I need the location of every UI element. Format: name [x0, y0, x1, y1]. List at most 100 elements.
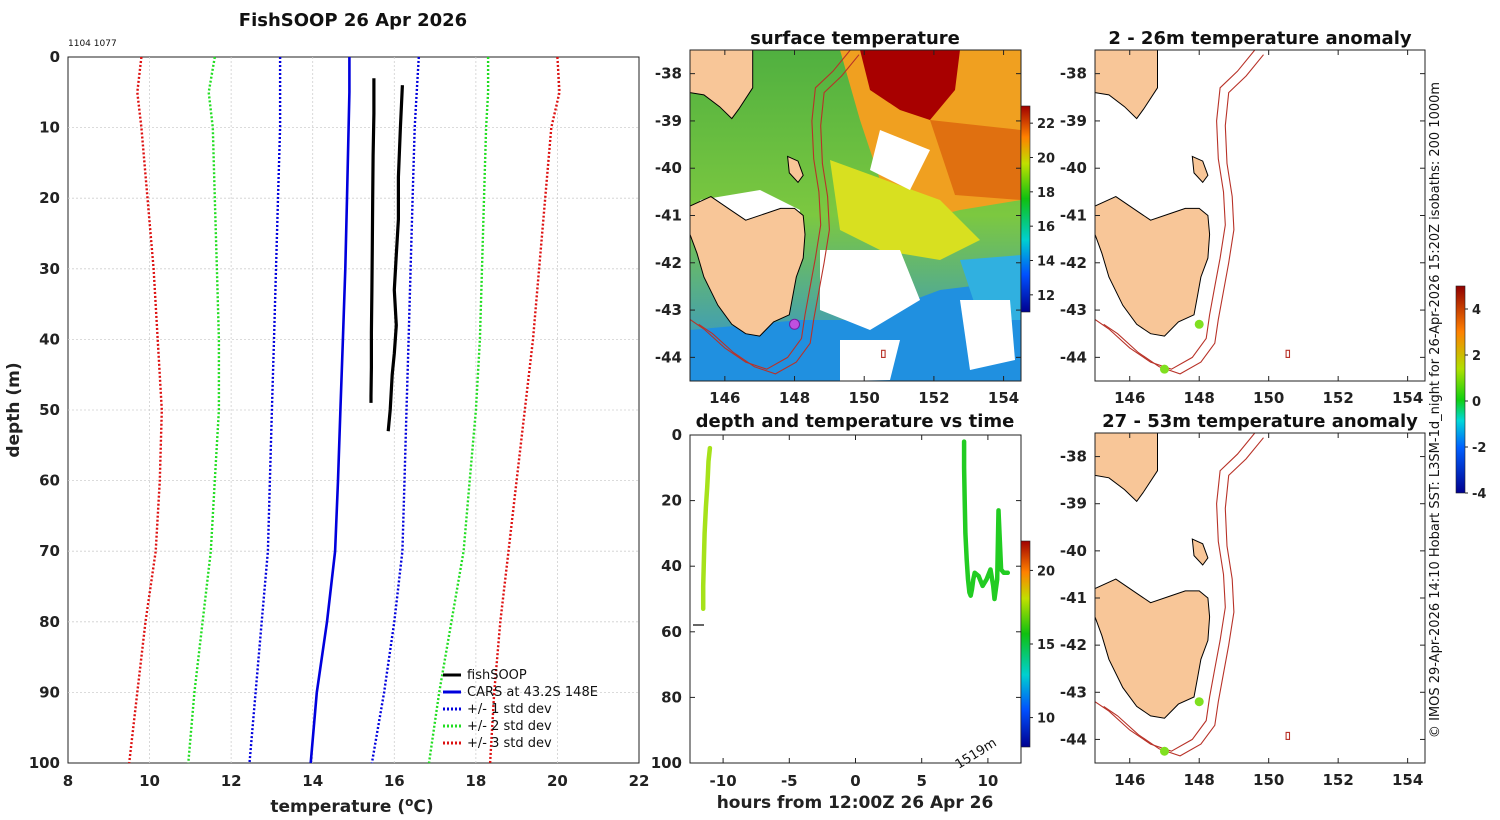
legend-label: +/- 1 std dev [467, 702, 552, 717]
land-flinders-island [1191, 538, 1209, 566]
lat-tick-label: -41 [1060, 207, 1087, 225]
isobath-1000m [1103, 54, 1264, 375]
isobath-1000m [1103, 437, 1264, 757]
series--1-std-dev [370, 56, 420, 764]
colorbar-tick-label: 20 [1037, 152, 1055, 167]
depth-tick-label: 80 [661, 688, 682, 706]
y-tick-label: 10 [39, 119, 60, 137]
legend-label: +/- 3 std dev [467, 736, 552, 751]
x-tick-label: 8 [63, 772, 73, 790]
anomaly-colorbar: -4 -2 0 2 4 [1455, 285, 1486, 502]
depth-tick-label: 100 [651, 754, 682, 772]
land-tasmania [1095, 196, 1211, 337]
lon-tick-label: 150 [849, 389, 880, 407]
profile-legend: fishSOOP CARS at 43.2S 148E +/- 1 std de… [443, 668, 598, 751]
series--2-std-dev [427, 57, 490, 764]
series--3-std-dev [128, 56, 164, 764]
anom-top-map: 146 148 150 152 154 -38 -39 -40 -41 -42 -43 -44 [1060, 49, 1426, 407]
isobath-200m [690, 50, 851, 370]
land-victoria [1095, 433, 1158, 503]
lat-tick-label: -38 [655, 65, 682, 83]
lat-tick-label: -38 [1060, 65, 1087, 83]
colorbar-tick-label: 2 [1472, 349, 1481, 364]
time-title: depth and temperature vs time [696, 411, 1015, 432]
lat-tick-label: -42 [1060, 636, 1087, 654]
anomaly-point [1159, 364, 1169, 374]
isobath-1000m [698, 54, 860, 375]
sst-map: 146 148 150 152 154 -38 -39 -40 -41 -42 -43 -44 [655, 49, 1022, 407]
time-axes-box [689, 434, 1022, 764]
lon-tick-label: 154 [988, 389, 1019, 407]
profile-xlabel: temperature (oC) [270, 795, 433, 817]
profile-ylabel: depth (m) [4, 362, 24, 457]
lat-tick-label: -41 [655, 207, 682, 225]
y-tick-label: 100 [29, 754, 60, 772]
sst-cloud [870, 130, 930, 190]
drop-track [700, 445, 713, 612]
series-fishsoop-profile-a [369, 78, 376, 403]
land-victoria [690, 50, 754, 120]
lon-tick-label: 148 [1184, 771, 1215, 789]
lon-tick-label: 150 [1253, 389, 1284, 407]
lat-tick-label: -42 [655, 254, 682, 272]
y-tick-label: 30 [39, 260, 60, 278]
y-tick-label: 70 [39, 542, 60, 560]
sst-title: surface temperature [750, 28, 960, 49]
depth-tick-label: 60 [661, 623, 682, 641]
series-cars-at-43-2s-148e [309, 57, 351, 764]
y-tick-label: 80 [39, 613, 60, 631]
colorbar-tick-label: 0 [1472, 395, 1481, 410]
legend-item-sd3: +/- 3 std dev [443, 736, 552, 751]
land-victoria [1095, 50, 1158, 120]
isobath-seamount [1285, 731, 1291, 740]
legend-label: +/- 2 std dev [467, 719, 552, 734]
sst-cloud [960, 300, 1015, 370]
lon-tick-label: 148 [779, 389, 810, 407]
y-tick-label: 40 [39, 330, 60, 348]
x-tick-label: 18 [465, 772, 486, 790]
colorbar-tick-label: 16 [1037, 220, 1055, 235]
time-tick-label: 10 [977, 772, 998, 790]
colorbar-tick-label: 14 [1037, 255, 1055, 270]
colorbar-tick-label: 18 [1037, 186, 1055, 201]
y-tick-label: 20 [39, 189, 60, 207]
lat-tick-label: -38 [1060, 448, 1087, 466]
colorbar-tick-label: 12 [1037, 289, 1055, 304]
legend-item-sd1: +/- 1 std dev [443, 702, 552, 717]
lon-tick-label: 152 [1323, 389, 1354, 407]
colorbar-tick-label: 22 [1037, 117, 1055, 132]
lon-tick-label: 146 [709, 389, 740, 407]
lat-tick-label: -40 [1060, 542, 1087, 560]
lon-tick-label: 146 [1114, 771, 1145, 789]
lat-tick-label: -40 [655, 159, 682, 177]
lon-tick-label: 152 [918, 389, 949, 407]
depth-tick-label: 0 [672, 426, 682, 444]
depth-tick-label: 20 [661, 492, 682, 510]
anomaly-point [1194, 697, 1204, 707]
legend-item-fishsoop: fishSOOP [443, 668, 527, 683]
isobath-seamount [881, 349, 886, 358]
isobath-200m [1095, 50, 1256, 370]
lon-tick-label: 152 [1323, 771, 1354, 789]
legend-label: CARS at 43.2S 148E [467, 685, 598, 700]
time-tick-label: -5 [781, 772, 798, 790]
lat-tick-label: -43 [1060, 683, 1087, 701]
time-tick-label: 5 [916, 772, 926, 790]
sst-cool-water [690, 280, 1021, 381]
series--2-std-dev [187, 56, 221, 764]
sst-warm-edge [930, 120, 1021, 200]
legend-item-cars: CARS at 43.2S 148E [443, 685, 598, 700]
colorbar-tick-label: 4 [1472, 303, 1481, 318]
colorbar-tick-label: 20 [1037, 564, 1055, 579]
legend-item-sd2: +/- 2 std dev [443, 719, 552, 734]
sst-colorbar: 12 14 16 18 20 22 [1020, 105, 1055, 313]
float-location-marker [789, 318, 801, 330]
lat-tick-label: -43 [655, 301, 682, 319]
lon-tick-label: 146 [1114, 389, 1145, 407]
anom-bottom-map: 146 148 150 152 154 -38 -39 -40 -41 -42 -43 -44 [1060, 432, 1426, 789]
time-tick-label: -10 [710, 772, 737, 790]
anomaly-point [1194, 319, 1204, 329]
sst-cloud [840, 340, 900, 381]
